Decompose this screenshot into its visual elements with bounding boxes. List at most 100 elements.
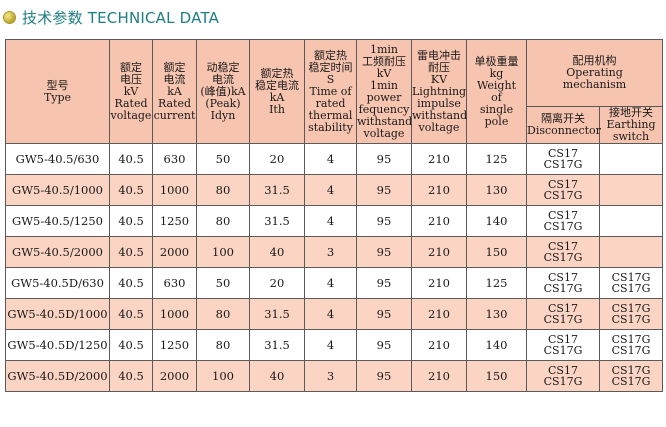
cell-rated-current: 1250 (152, 205, 197, 237)
cell-thermal-time: 4 (304, 143, 357, 175)
header-rated-current: 额定 电流 kA Rated current (152, 39, 197, 144)
mechanism-model: CS17G (543, 344, 583, 357)
header-power-frequency-voltage: 1min 工频耐压 kV 1min power fequency withstand volt… (356, 39, 413, 144)
cell-lightning-voltage: 210 (411, 298, 467, 330)
table-row: GW5-40.5/1000 40.5 1000 80 31.5 4 95 210 130 CS17… (5, 174, 664, 206)
cell-type: GW5-40.5/630 (5, 143, 110, 175)
cell-thermal-current: 20 (249, 267, 305, 299)
section-heading: 技术参数 TECHNICAL DATA (4, 6, 219, 28)
cell-weight: 125 (466, 143, 527, 175)
section-title: 技术参数 TECHNICAL DATA (22, 8, 220, 27)
cell-type: GW5-40.5D/1250 (5, 329, 110, 361)
cell-rated-voltage: 40.5 (109, 205, 153, 237)
header-line: (Peak) (205, 96, 241, 110)
table-row: GW5-40.5D/1250 40.5 1250 80 31.5 4 95 210 140 CS1… (5, 329, 664, 361)
header-line: 隔离开关 (541, 112, 585, 125)
header-line: fequency (358, 102, 410, 116)
header-line: 接地开关 (609, 106, 653, 119)
cell-peak-current: 50 (196, 267, 250, 299)
cell-power-frequency-voltage: 95 (356, 298, 412, 330)
header-line: kA (269, 90, 285, 104)
cell-type: GW5-40.5D/630 (5, 267, 110, 299)
cell-disconnector-mechanism: CS17 CS17G (526, 205, 600, 237)
header-line: Rated (114, 96, 148, 110)
header-line: thermal (308, 108, 353, 122)
mechanism-model: CS17 (548, 209, 578, 222)
mechanism-model: CS17G (611, 364, 651, 377)
header-line: 额定 (163, 60, 186, 74)
header-line: voltage (363, 126, 405, 140)
cell-earthing-mechanism: CS17G CS17G (598, 329, 664, 361)
header-line: S (326, 72, 335, 86)
cell-rated-voltage: 40.5 (109, 360, 153, 392)
cell-rated-current: 2000 (152, 360, 197, 392)
header-line: Ith (269, 102, 285, 116)
header-line: 稳定时间 (308, 60, 353, 74)
mechanism-model: CS17G (611, 333, 651, 346)
cell-weight: 130 (466, 174, 527, 206)
mechanism-model: CS17G (611, 344, 651, 357)
mechanism-model: CS17G (611, 282, 651, 295)
header-line: 额定热 (314, 48, 347, 62)
cell-thermal-current: 40 (249, 236, 305, 268)
cell-disconnector-mechanism: CS17 CS17G (526, 174, 600, 206)
cell-rated-current: 1250 (152, 329, 197, 361)
header-lightning-impulse-voltage: 雷电冲击 耐压 KV Lightning impulse withstand voltage (411, 39, 467, 144)
cell-thermal-time: 4 (304, 267, 357, 299)
table-row: GW5-40.5/630 40.5 630 50 20 4 95 210 125 CS17 CS17… (5, 143, 664, 175)
cell-type: GW5-40.5D/2000 (5, 360, 110, 392)
header-line: 动稳定 (206, 60, 240, 74)
cell-rated-voltage: 40.5 (109, 298, 153, 330)
cell-peak-current: 80 (196, 205, 250, 237)
cell-weight: 130 (466, 298, 527, 330)
header-line: stability (308, 120, 353, 134)
mechanism-model: CS17G (543, 375, 583, 388)
mechanism-model: CS17 (548, 147, 578, 160)
cell-rated-voltage: 40.5 (109, 267, 153, 299)
cell-lightning-voltage: 210 (411, 143, 467, 175)
cell-earthing-mechanism (598, 205, 664, 237)
cell-earthing-mechanism (598, 236, 664, 268)
header-line: voltage (418, 120, 460, 134)
mechanism-model: CS17 (548, 178, 578, 191)
cell-power-frequency-voltage: 95 (356, 236, 412, 268)
cell-weight: 140 (466, 205, 527, 237)
cell-disconnector-mechanism: CS17 CS17G (526, 298, 600, 330)
header-line: kV (123, 84, 139, 98)
cell-earthing-mechanism (598, 174, 664, 206)
cell-type: GW5-40.5D/1000 (5, 298, 110, 330)
header-line: 电流 (163, 72, 186, 86)
header-line: 雷电冲击 (417, 48, 461, 62)
cell-lightning-voltage: 210 (411, 329, 467, 361)
technical-data-table: 型号 Type 额定 电压 kV Rated voltage 额定 电流 kA Rated cur… (5, 39, 664, 392)
cell-thermal-time: 4 (304, 298, 357, 330)
header-line: Earthing (606, 118, 656, 131)
cell-disconnector-mechanism: CS17 CS17G (526, 329, 600, 361)
mechanism-model: CS17 (548, 302, 578, 315)
header-line: 电压 (120, 72, 142, 86)
cell-peak-current: 80 (196, 298, 250, 330)
table-row: GW5-40.5/1250 40.5 1250 80 31.5 4 95 210 140 CS17… (5, 205, 664, 237)
cell-lightning-voltage: 210 (411, 236, 467, 268)
cell-type: GW5-40.5/1000 (5, 174, 110, 206)
cell-peak-current: 80 (196, 329, 250, 361)
header-line: withstand (357, 114, 413, 128)
header-thermal-time: 额定热 稳定时间 S Time of rated thermal stability (304, 39, 357, 144)
cell-disconnector-mechanism: CS17 CS17G (526, 143, 600, 175)
cell-thermal-current: 31.5 (249, 174, 305, 206)
mechanism-model: CS17G (543, 158, 583, 171)
header-line: Idyn (210, 108, 236, 122)
cell-weight: 150 (466, 360, 527, 392)
header-line: 电流 (212, 72, 234, 86)
cell-power-frequency-voltage: 95 (356, 360, 412, 392)
mechanism-model: CS17G (611, 302, 651, 315)
cell-thermal-time: 3 (304, 236, 357, 268)
header-weight: 单极重量 kg Weight of single pole (466, 39, 527, 144)
cell-rated-current: 1000 (152, 174, 197, 206)
header-line: current (153, 108, 196, 122)
header-line: 1min (369, 42, 399, 56)
cell-thermal-time: 4 (304, 329, 357, 361)
header-line: impulse (417, 96, 461, 110)
header-line: 耐压 (428, 60, 450, 74)
header-line: Rated (157, 96, 192, 110)
